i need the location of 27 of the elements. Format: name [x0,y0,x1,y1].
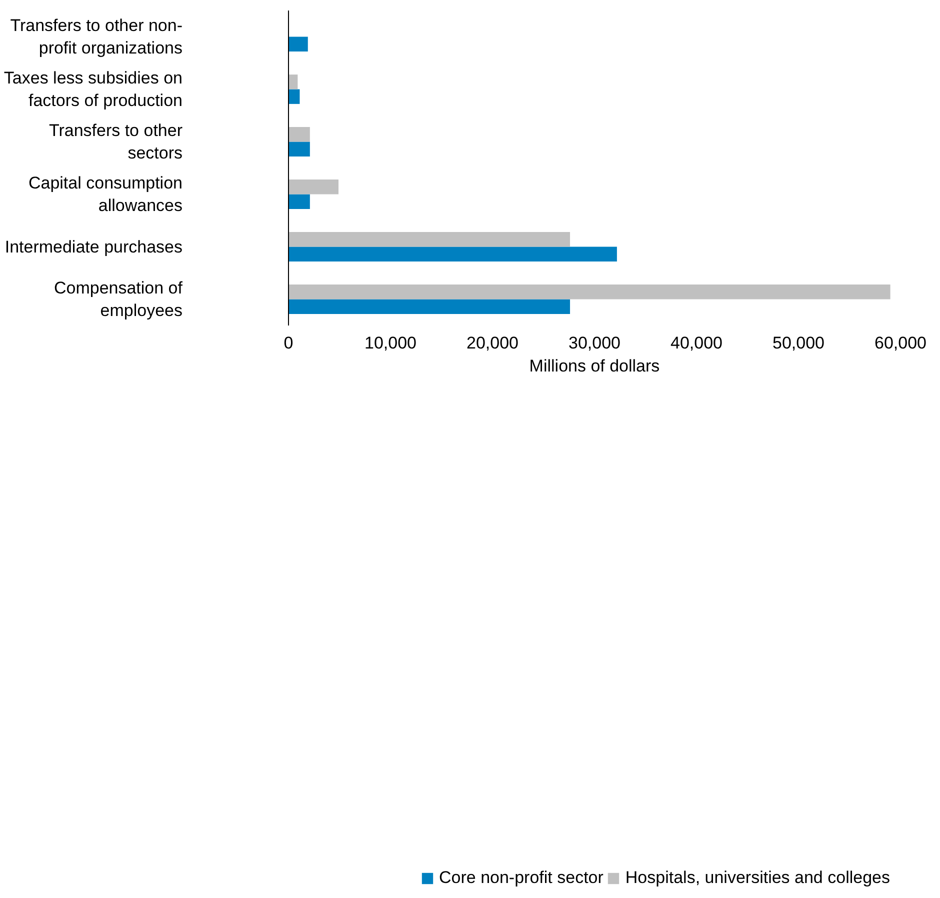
bar [288,142,310,156]
bar [288,232,570,247]
x-tick-label: 10,000 [364,334,416,352]
x-tick-label: 60,000 [874,334,926,352]
x-tick-label: 30,000 [568,334,620,352]
x-tick-label: 20,000 [466,334,518,352]
x-tick-label: 40,000 [670,334,722,352]
legend-label: Hospitals, universities and colleges [625,868,890,888]
x-axis-title: Millions of dollars [529,356,660,376]
bar [288,246,617,262]
bar [288,36,308,52]
x-tick-label: 0 [284,334,294,352]
y-tick-label: Compensation of employees [54,278,183,320]
legend-label: Core non-profit sector [439,868,604,888]
y-tick-label: Taxes less subsidies on factors of production [4,68,182,110]
y-tick-label: Transfers to other sectors [48,120,183,163]
bar [288,299,570,314]
bar [288,74,298,90]
y-tick-label: Intermediate purchases [4,237,183,256]
y-tick-label: Transfers to other non-profit organizations [10,16,183,58]
bar [288,284,890,300]
y-tick-label: Capital consumption allowances [28,173,183,216]
bar [288,180,338,194]
x-tick-label: 50,000 [772,334,824,352]
bar [288,127,310,142]
bar [288,194,310,209]
bar [288,89,300,104]
